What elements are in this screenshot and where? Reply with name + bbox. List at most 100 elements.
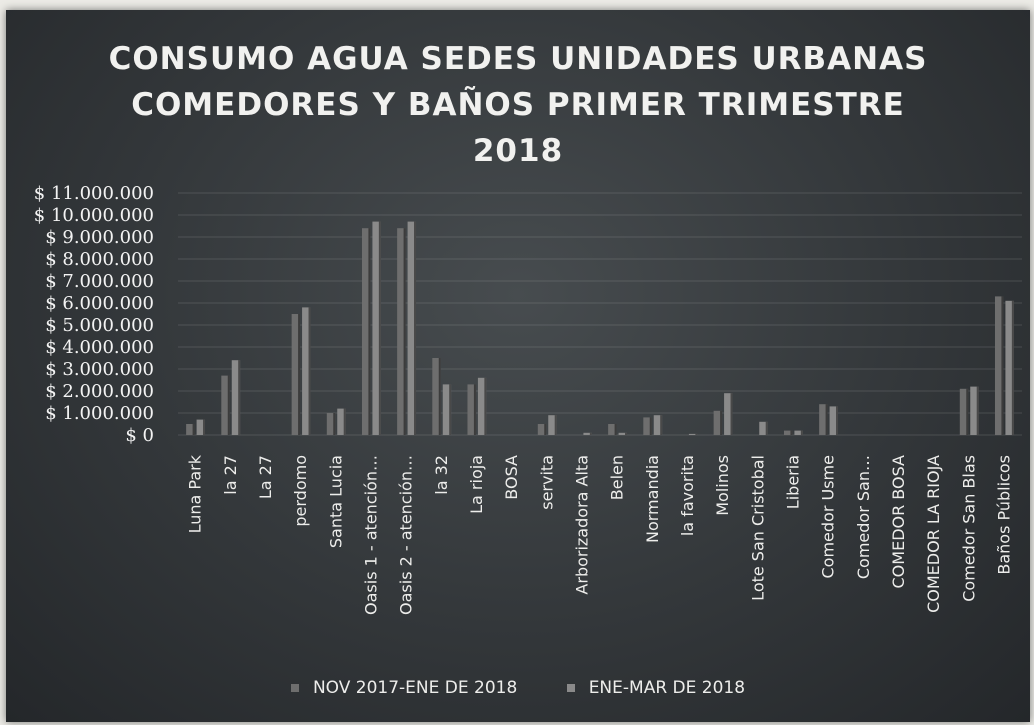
legend: NOV 2017-ENE DE 2018 ENE-MAR DE 2018 <box>6 678 1030 698</box>
chart-title-line-1: CONSUMO AGUA SEDES UNIDADES URBANAS <box>108 41 928 77</box>
bar-shade-series-2 <box>414 221 417 435</box>
y-tick-label: $ 10.000.000 <box>34 205 154 226</box>
bar-shade-series-1 <box>368 228 371 435</box>
legend-label-series-1: NOV 2017-ENE DE 2018 <box>312 678 518 698</box>
x-tick-label: Comedor San… <box>854 455 873 579</box>
bar-series-1 <box>221 375 230 435</box>
y-tick-label: $ 0 <box>125 425 154 446</box>
x-tick-label: Comedor Usme <box>819 455 838 578</box>
bar-shade-series-2 <box>343 408 346 435</box>
bar-shade-series-1 <box>227 375 230 435</box>
bar-series-1 <box>959 388 969 435</box>
y-tick-label: $ 5.000.000 <box>45 315 154 336</box>
bar-series-1 <box>186 424 195 435</box>
bar-series-2 <box>337 408 346 435</box>
plot-area: $ 0$ 1.000.000$ 2.000.000$ 3.000.000$ 4.… <box>34 183 1022 615</box>
x-tick-label: la favorita <box>678 455 697 536</box>
bar-shade-series-2 <box>378 221 381 435</box>
bar-series-2 <box>372 221 381 435</box>
bar-series-1 <box>467 384 476 435</box>
bar-shade-series-1 <box>1001 296 1004 435</box>
bar-series-1 <box>291 314 301 435</box>
bar-series-2 <box>688 433 698 435</box>
bar-series-1 <box>713 410 723 435</box>
x-tick-label: COMEDOR BOSA <box>889 455 908 589</box>
bar-series-1 <box>361 228 371 435</box>
bar-shade-series-2 <box>730 393 733 435</box>
bar-shade-series-1 <box>649 417 652 435</box>
bar-shade-series-2 <box>625 432 628 435</box>
y-tick-label: $ 3.000.000 <box>45 359 154 380</box>
bar-series-1 <box>326 413 336 435</box>
x-tick-label: Oasis 2 - atención… <box>397 455 416 615</box>
x-tick-label: Santa Lucia <box>326 455 345 548</box>
bar-shade-series-1 <box>192 424 195 435</box>
bar-shade-series-1 <box>614 424 617 435</box>
y-tick-label: $ 9.000.000 <box>45 227 154 248</box>
bar-series-1 <box>537 424 547 435</box>
bar-series-2 <box>970 386 979 435</box>
x-tick-label: la 27 <box>221 455 240 495</box>
x-tick-label: Arborizadora Alta <box>572 455 591 595</box>
bar-shade-series-1 <box>720 410 723 435</box>
x-tick-label: la 32 <box>432 455 451 495</box>
bar-series-2 <box>618 432 628 435</box>
bar-shade-series-2 <box>238 360 241 435</box>
bar-series-1 <box>783 430 793 435</box>
legend-item-series-1: NOV 2017-ENE DE 2018 <box>290 678 518 698</box>
y-tick-label: $ 7.000.000 <box>45 271 154 292</box>
bar-series-1 <box>608 424 617 435</box>
legend-swatch-series-1 <box>290 684 299 692</box>
x-tick-label: Lote San Cristobal <box>748 455 767 601</box>
bar-series-1 <box>643 417 652 435</box>
y-tick-label: $ 2.000.000 <box>45 381 154 402</box>
bar-shade-series-1 <box>790 430 793 435</box>
bar-series-2 <box>759 421 768 435</box>
y-tick-label: $ 11.000.000 <box>34 183 154 204</box>
bar-series-2 <box>442 384 452 435</box>
bar-series-2 <box>583 432 592 435</box>
bar-series-2 <box>653 415 663 435</box>
bar-series-2 <box>477 377 487 435</box>
bar-shade-series-1 <box>544 424 547 435</box>
y-tick-label: $ 4.000.000 <box>45 337 154 358</box>
bar-shade-series-1 <box>403 228 406 435</box>
bar-series-2 <box>1005 300 1014 435</box>
bar-shade-series-2 <box>765 421 768 435</box>
bar-shade-series-2 <box>449 384 452 435</box>
y-tick-label: $ 6.000.000 <box>45 293 154 314</box>
x-tick-label: COMEDOR LA RIOJA <box>924 455 943 613</box>
x-tick-label: perdomo <box>291 455 310 527</box>
bar-shade-series-2 <box>1011 300 1014 435</box>
bar-shade-series-1 <box>298 314 301 435</box>
x-tick-label: Baños Públicos <box>994 455 1013 575</box>
bar-shade-series-2 <box>308 307 311 435</box>
x-tick-label: Oasis 1 - atención… <box>361 455 380 615</box>
x-tick-label: Comedor San Blas <box>959 455 978 602</box>
x-tick-label: BOSA <box>502 455 521 500</box>
legend-swatch-series-2 <box>566 684 575 692</box>
bar-shade-series-1 <box>825 404 828 435</box>
bar-shade-series-1 <box>966 388 969 435</box>
y-tick-label: $ 1.000.000 <box>45 403 154 424</box>
bar-series-2 <box>724 393 733 435</box>
chart-title: CONSUMO AGUA SEDES UNIDADES URBANAS COME… <box>6 36 1030 174</box>
bar-series-2 <box>196 419 206 435</box>
legend-item-series-2: ENE-MAR DE 2018 <box>566 678 746 698</box>
bar-shade-series-1 <box>473 384 476 435</box>
bar-shade-series-2 <box>660 415 663 435</box>
bar-series-1 <box>397 228 406 435</box>
bar-shade-series-2 <box>203 419 206 435</box>
bar-shade-series-2 <box>836 406 839 435</box>
x-tick-label: servita <box>537 455 556 510</box>
bar-series-1 <box>994 296 1004 435</box>
bar-shade-series-2 <box>484 377 487 435</box>
bar-shade-series-2 <box>976 386 979 435</box>
bar-shade-series-2 <box>589 432 592 435</box>
bar-series-1 <box>819 404 828 435</box>
legend-label-series-2: ENE-MAR DE 2018 <box>588 678 746 698</box>
bar-series-2 <box>407 221 417 435</box>
y-tick-label: $ 8.000.000 <box>45 249 154 270</box>
bar-shade-series-2 <box>695 433 698 435</box>
x-tick-label: Liberia <box>783 455 802 509</box>
